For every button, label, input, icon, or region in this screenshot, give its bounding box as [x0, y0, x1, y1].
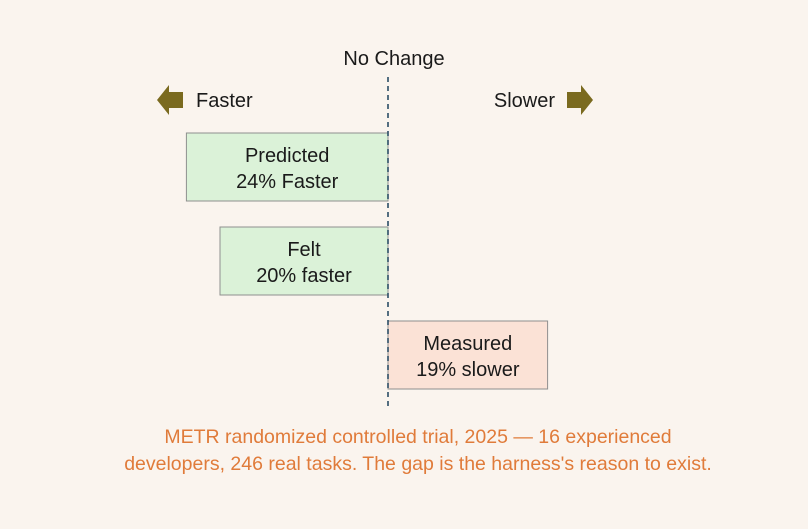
- bar-measured-title: Measured: [423, 333, 512, 355]
- bar-felt-value-label: 20% faster: [256, 265, 352, 287]
- bar-measured: [387, 320, 549, 390]
- bar-felt: [219, 226, 389, 296]
- bars-group: Predicted 24% Faster Felt 20% faster Measure…: [185, 132, 549, 390]
- bar-predicted-title: Predicted: [245, 145, 330, 167]
- no-change-label: No Change: [343, 48, 444, 70]
- caption-line-1: METR randomized controlled trial, 2025 —…: [164, 426, 672, 448]
- bar-predicted: [185, 132, 389, 202]
- bar-measured-value-label: 19% slower: [416, 359, 520, 381]
- bar-felt-title: Felt: [287, 239, 321, 261]
- faster-label: Faster: [196, 90, 253, 112]
- caption: METR randomized controlled trial, 2025 —…: [0, 424, 808, 478]
- bar-predicted-value-label: 24% Faster: [236, 171, 339, 193]
- faster-arrow-icon: [157, 85, 183, 115]
- slower-label: Slower: [494, 90, 555, 112]
- caption-line-2: developers, 246 real tasks. The gap is t…: [124, 453, 712, 475]
- slower-arrow-icon: [567, 85, 593, 115]
